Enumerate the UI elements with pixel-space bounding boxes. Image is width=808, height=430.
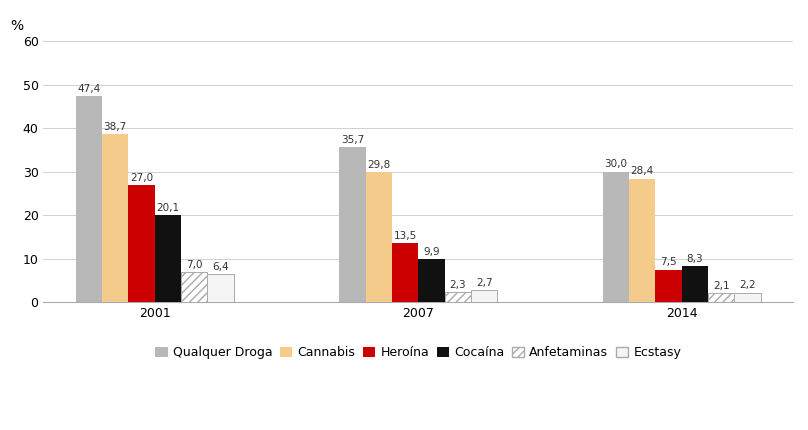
Bar bbox=[444, 292, 471, 302]
Text: 29,8: 29,8 bbox=[367, 160, 390, 170]
Y-axis label: %: % bbox=[11, 19, 23, 33]
Text: 6,4: 6,4 bbox=[213, 262, 229, 272]
Bar bbox=[102, 134, 128, 302]
Bar bbox=[471, 290, 497, 302]
Bar bbox=[339, 147, 365, 302]
Bar bbox=[76, 96, 102, 302]
Text: 9,9: 9,9 bbox=[423, 247, 440, 257]
Bar bbox=[419, 259, 444, 302]
Bar bbox=[629, 178, 655, 302]
Bar bbox=[365, 172, 392, 302]
Bar bbox=[603, 172, 629, 302]
Bar bbox=[128, 184, 155, 302]
Text: 27,0: 27,0 bbox=[130, 172, 154, 182]
Bar bbox=[682, 266, 708, 302]
Text: 7,5: 7,5 bbox=[660, 258, 677, 267]
Text: 7,0: 7,0 bbox=[186, 260, 203, 270]
Text: 13,5: 13,5 bbox=[393, 231, 417, 241]
Bar bbox=[392, 243, 419, 302]
Text: 8,3: 8,3 bbox=[687, 254, 703, 264]
Text: 2,2: 2,2 bbox=[739, 280, 756, 290]
Text: 47,4: 47,4 bbox=[78, 84, 100, 94]
Text: 2,3: 2,3 bbox=[449, 280, 466, 290]
Text: 35,7: 35,7 bbox=[341, 135, 364, 144]
Text: 20,1: 20,1 bbox=[157, 203, 179, 212]
Bar bbox=[708, 293, 734, 302]
Text: 38,7: 38,7 bbox=[103, 122, 127, 132]
Bar bbox=[734, 293, 761, 302]
Text: 30,0: 30,0 bbox=[604, 160, 627, 169]
Text: 28,4: 28,4 bbox=[630, 166, 654, 176]
Legend: Qualquer Droga, Cannabis, Heroína, Cocaína, Anfetaminas, Ecstasy: Qualquer Droga, Cannabis, Heroína, Cocaí… bbox=[152, 342, 685, 363]
Bar bbox=[155, 215, 181, 302]
Bar bbox=[655, 270, 682, 302]
Bar bbox=[181, 272, 208, 302]
Text: 2,1: 2,1 bbox=[713, 281, 730, 291]
Text: 2,7: 2,7 bbox=[476, 278, 492, 288]
Bar bbox=[208, 274, 234, 302]
